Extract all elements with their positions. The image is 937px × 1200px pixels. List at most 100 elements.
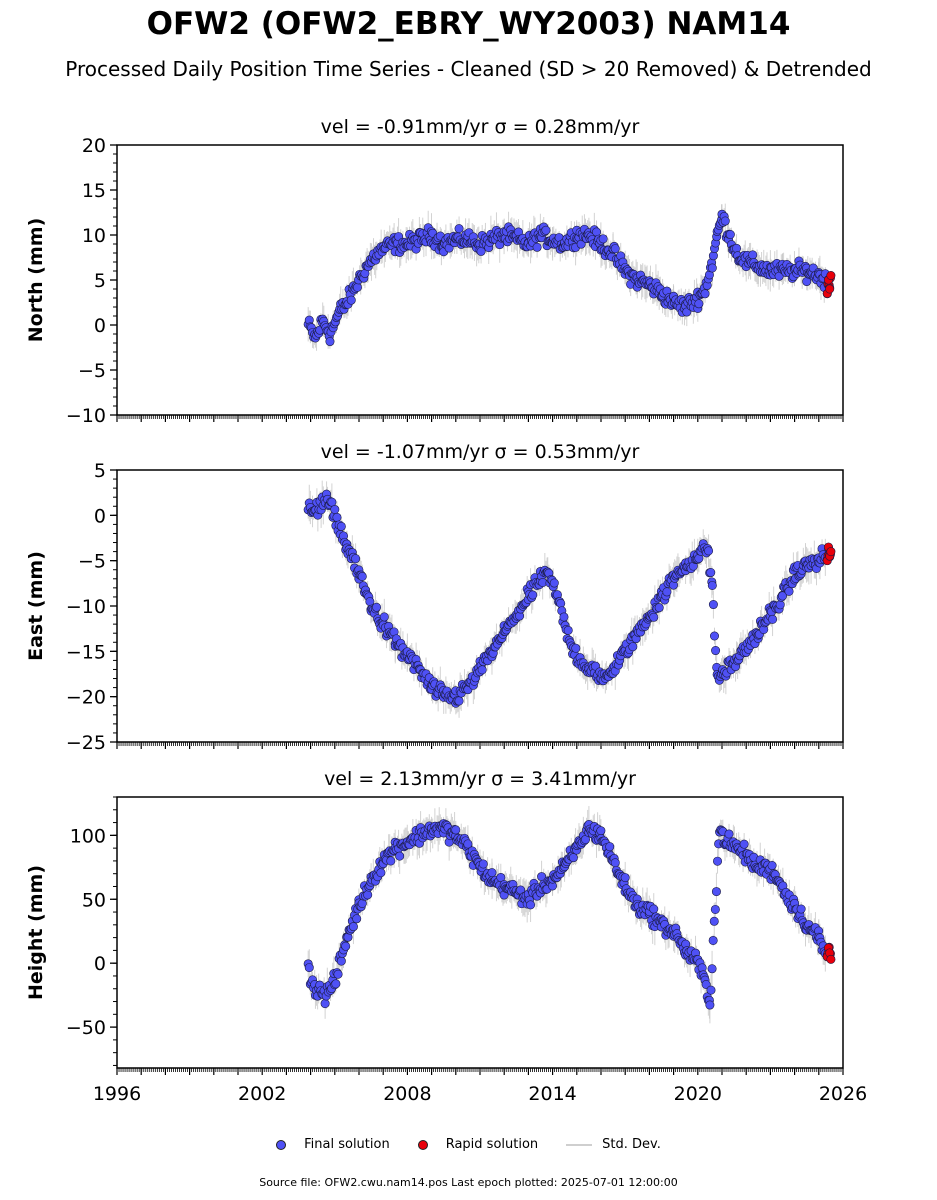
- rapid-solution-point: [826, 270, 836, 280]
- final-solution-point: [725, 230, 735, 240]
- x-tick-label: 2020: [674, 1083, 722, 1105]
- final-solution-point: [704, 546, 714, 556]
- final-solution-point: [662, 587, 672, 597]
- final-solution-point: [628, 642, 638, 652]
- final-solution-point: [526, 900, 536, 910]
- y-tick-label: −25: [66, 732, 106, 754]
- final-solution-point: [330, 504, 340, 514]
- final-solution-point: [532, 242, 542, 252]
- rapid-solution-point: [826, 547, 836, 557]
- y-tick-label: −10: [66, 405, 106, 427]
- final-solution-point: [336, 521, 346, 531]
- final-solution-point: [707, 263, 717, 273]
- final-solution-point: [341, 941, 351, 951]
- page-title: OFW2 (OFW2_EBRY_WY2003) NAM14: [146, 6, 791, 42]
- final-solution-point: [454, 696, 464, 706]
- final-solution-point: [304, 963, 314, 973]
- final-solution-point: [732, 243, 742, 253]
- panel-2: vel = 2.13mm/yr σ = 3.41mm/yr Height (mm)…: [25, 768, 867, 1105]
- final-solution-point: [549, 578, 559, 588]
- final-solution-point: [720, 216, 730, 226]
- y-tick-label: 50: [82, 889, 106, 911]
- page-subtitle: Processed Daily Position Time Series - C…: [65, 57, 872, 81]
- final-solution-point: [610, 858, 620, 868]
- final-solution-point: [363, 890, 373, 900]
- final-solution-point: [748, 250, 758, 260]
- final-solution-point: [454, 224, 464, 234]
- final-solution-point: [654, 603, 664, 613]
- final-solution-point: [649, 612, 659, 622]
- final-solution-point: [724, 829, 734, 839]
- y-tick-label: 5: [94, 460, 106, 482]
- x-tick-label: 2008: [383, 1083, 431, 1105]
- final-solution-point: [739, 839, 749, 849]
- final-solution-point: [463, 839, 473, 849]
- final-solution-point: [395, 851, 405, 861]
- legend-label-std: Std. Dev.: [602, 1137, 661, 1152]
- final-solution-point: [768, 614, 778, 624]
- y-tick-label: 15: [82, 180, 106, 202]
- final-solution-point: [708, 935, 718, 945]
- legend-item-final: Final solution: [276, 1137, 390, 1152]
- final-solution-point: [357, 571, 367, 581]
- data-area: [303, 203, 836, 351]
- legend: Final solution Rapid solution Std. Dev.: [0, 1137, 937, 1152]
- final-solution-point: [478, 859, 488, 869]
- y-tick-label: −50: [66, 1017, 106, 1039]
- final-solution-point: [348, 922, 358, 932]
- final-solution-point: [331, 979, 341, 989]
- data-area: [303, 806, 836, 1024]
- final-solution-point: [767, 861, 777, 871]
- y-tick-label: 20: [82, 135, 106, 157]
- final-solution-point: [598, 234, 608, 244]
- y-tick-label: 0: [94, 953, 106, 975]
- x-tick-label: 1996: [93, 1083, 141, 1105]
- final-solution-point: [706, 568, 716, 578]
- y-tick-label: −5: [78, 360, 106, 382]
- final-solution-point: [710, 904, 720, 914]
- y-tick-label: −10: [66, 596, 106, 618]
- final-solution-point: [357, 899, 367, 909]
- final-solution-point: [709, 631, 719, 641]
- panel-0: vel = -0.91mm/yr σ = 0.28mm/yr North (mm)…: [25, 116, 844, 427]
- final-solution-point: [605, 842, 615, 852]
- final-solution-point: [365, 597, 375, 607]
- y-tick-label: −5: [78, 551, 106, 573]
- final-solution-point: [556, 598, 566, 608]
- final-solution-point: [352, 914, 362, 924]
- final-solution-point: [775, 600, 785, 610]
- legend-item-std: Std. Dev.: [566, 1137, 661, 1152]
- final-solution-point: [559, 612, 569, 622]
- y-tick-label: −20: [66, 687, 106, 709]
- legend-label-rapid: Rapid solution: [445, 1137, 539, 1152]
- final-solution-point: [336, 956, 346, 966]
- source-footer: Source file: OFW2.cwu.nam14.pos Last epo…: [259, 1176, 678, 1189]
- final-solution-point: [707, 580, 717, 590]
- final-solution-point: [386, 856, 396, 866]
- final-solution-point: [620, 873, 630, 883]
- final-solution-point: [477, 665, 487, 675]
- rapid-solution-point: [825, 284, 835, 294]
- x-tick-label: 2014: [528, 1083, 576, 1105]
- final-solution-point: [320, 999, 330, 1009]
- final-solution-point: [351, 554, 361, 564]
- final-solution-marker-icon: [276, 1139, 287, 1150]
- time-series-plots: vel = -0.91mm/yr σ = 0.28mm/yr North (mm)…: [25, 116, 867, 1105]
- final-solution-point: [372, 602, 382, 612]
- plot-frame: [116, 144, 844, 416]
- final-solution-point: [346, 295, 356, 305]
- panel-title: vel = 2.13mm/yr σ = 3.41mm/yr: [324, 768, 636, 790]
- final-solution-point: [708, 600, 718, 610]
- rapid-solution-marker-icon: [417, 1139, 428, 1150]
- x-tick-label: 2002: [238, 1083, 286, 1105]
- y-axis-label: North (mm): [25, 218, 47, 343]
- final-solution-point: [563, 625, 573, 635]
- final-solution-point: [796, 904, 806, 914]
- final-solution-point: [709, 916, 719, 926]
- final-solution-point: [706, 985, 716, 995]
- final-solution-point: [528, 590, 538, 600]
- final-solution-point: [705, 1000, 715, 1010]
- final-solution-point: [649, 904, 659, 914]
- final-solution-point: [711, 887, 721, 897]
